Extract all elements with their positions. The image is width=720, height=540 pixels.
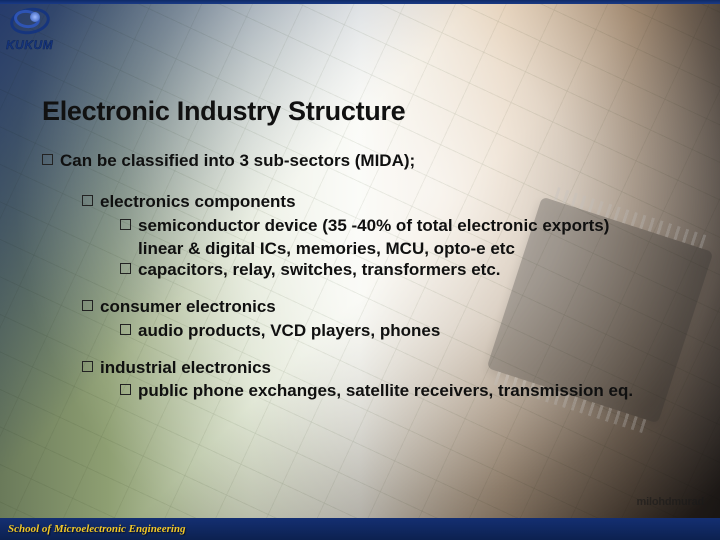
bullet-lvl1: consumer electronics xyxy=(82,296,696,317)
square-bullet-icon xyxy=(42,154,53,165)
bullet-lvl2: public phone exchanges, satellite receiv… xyxy=(120,380,696,401)
bullet-text: audio products, VCD players, phones xyxy=(138,320,440,341)
footer-text: School of Microelectronic Engineering xyxy=(8,523,186,535)
bullet-text: consumer electronics xyxy=(100,296,276,317)
slide: KUKUM Electronic Industry Structure Can … xyxy=(0,0,720,540)
square-bullet-icon xyxy=(82,361,93,372)
bullet-text: Can be classified into 3 sub-sectors (MI… xyxy=(60,150,415,171)
bullet-lvl1: industrial electronics xyxy=(82,357,696,378)
bullet-lvl0: Can be classified into 3 sub-sectors (MI… xyxy=(42,150,696,171)
square-bullet-icon xyxy=(120,219,131,230)
logo: KUKUM xyxy=(6,6,53,52)
bullet-lvl2: semiconductor device (35 -40% of total e… xyxy=(120,215,696,236)
square-bullet-icon xyxy=(82,300,93,311)
bullet-group-1: electronics components semiconductor dev… xyxy=(42,191,696,280)
bullet-text: capacitors, relay, switches, transformer… xyxy=(138,259,501,280)
bullet-lvl2: audio products, VCD players, phones xyxy=(120,320,696,341)
slide-title: Electronic Industry Structure xyxy=(42,96,405,127)
square-bullet-icon xyxy=(82,195,93,206)
square-bullet-icon xyxy=(120,263,131,274)
slide-content: Can be classified into 3 sub-sectors (MI… xyxy=(42,150,696,417)
bullet-lvl1: electronics components xyxy=(82,191,696,212)
logo-swirl-icon xyxy=(8,6,52,36)
bullet-text: public phone exchanges, satellite receiv… xyxy=(138,380,633,401)
author-watermark: milohdmurad xyxy=(637,496,704,508)
bullet-continuation: linear & digital ICs, memories, MCU, opt… xyxy=(138,238,696,259)
footer-bar: School of Microelectronic Engineering xyxy=(0,518,720,540)
bullet-lvl2: capacitors, relay, switches, transformer… xyxy=(120,259,696,280)
bullet-text: semiconductor device (35 -40% of total e… xyxy=(138,215,609,236)
bullet-group-3: industrial electronics public phone exch… xyxy=(42,357,696,402)
square-bullet-icon xyxy=(120,324,131,335)
bullet-group-2: consumer electronics audio products, VCD… xyxy=(42,296,696,341)
bullet-text: industrial electronics xyxy=(100,357,271,378)
square-bullet-icon xyxy=(120,384,131,395)
top-border-bar xyxy=(0,0,720,4)
logo-text: KUKUM xyxy=(6,38,53,52)
bullet-text: electronics components xyxy=(100,191,296,212)
